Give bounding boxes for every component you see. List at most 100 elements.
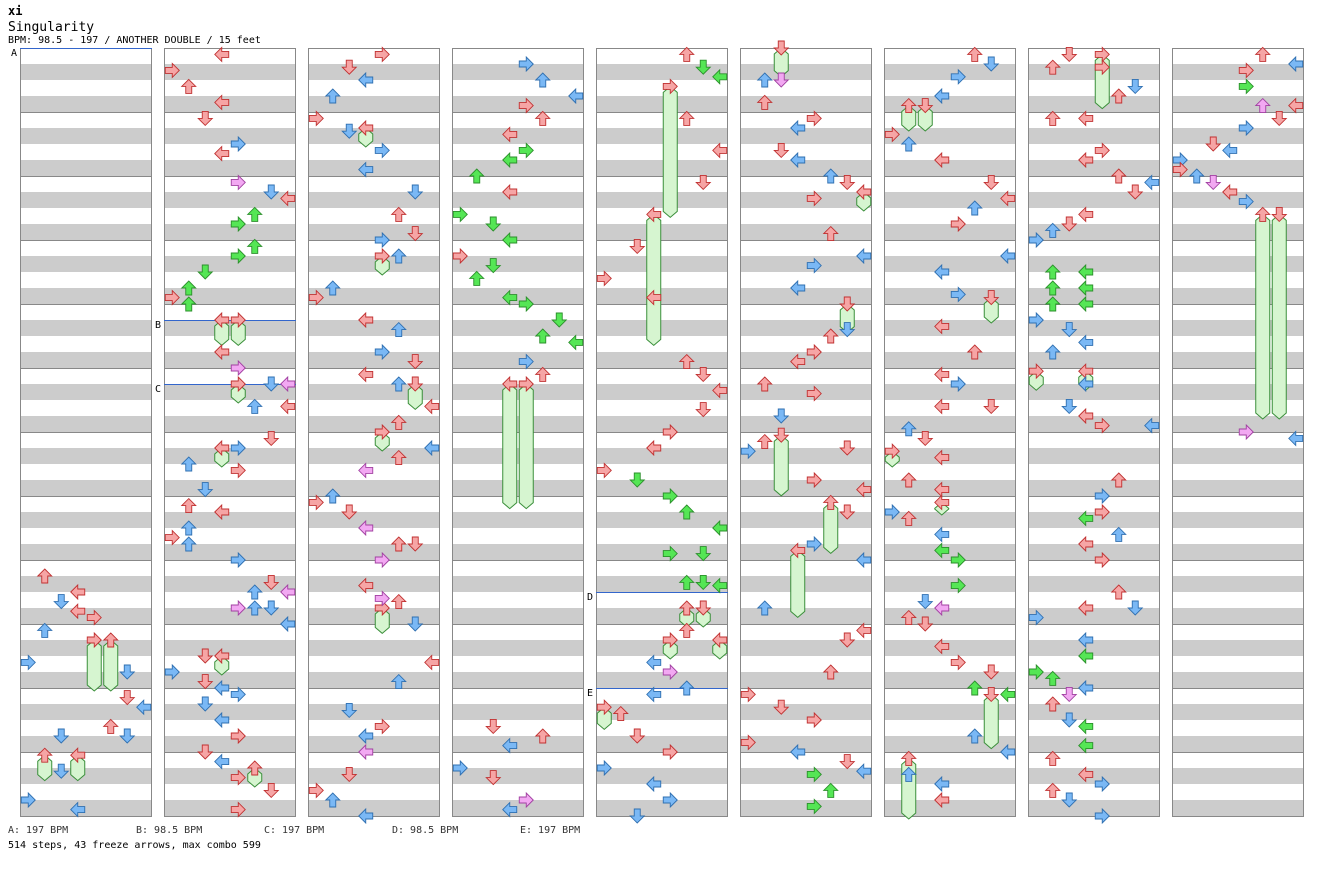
beat-band xyxy=(20,800,152,816)
step-arrow-quarter xyxy=(934,366,950,383)
step-arrow-quarter xyxy=(197,110,214,127)
step-arrow-eighth xyxy=(596,759,612,777)
beat-band xyxy=(164,672,296,688)
step-arrow-eighth xyxy=(119,664,136,680)
column-border xyxy=(164,48,296,817)
beat-band xyxy=(20,64,152,80)
step-arrow-eighth xyxy=(214,679,230,697)
step-arrow-quarter xyxy=(390,593,407,610)
column-border xyxy=(308,48,440,817)
step-arrow-quarter xyxy=(1127,184,1144,200)
step-arrow-eighth xyxy=(1000,247,1016,265)
beat-band xyxy=(164,96,296,112)
step-arrow-quarter xyxy=(950,654,966,671)
step-arrow-quarter xyxy=(70,583,86,601)
step-arrow-eighth xyxy=(53,594,70,610)
step-arrow-quarter xyxy=(1094,59,1110,76)
beat-band xyxy=(164,352,296,368)
step-arrow-sixteenth xyxy=(1078,295,1094,313)
beat-band xyxy=(1172,160,1304,176)
beat-band xyxy=(884,544,1016,560)
beat-band xyxy=(1172,96,1304,112)
beat-band xyxy=(20,512,152,528)
step-arrow-eighth xyxy=(1028,231,1044,249)
beat-band xyxy=(1028,672,1160,688)
step-arrow-quarter xyxy=(966,344,983,360)
beat-band xyxy=(20,704,152,720)
beat-band xyxy=(596,640,728,656)
step-arrow-eighth xyxy=(263,376,280,392)
beat-band xyxy=(596,480,728,496)
beat-band xyxy=(1172,448,1304,464)
step-arrow-quarter xyxy=(806,110,822,127)
step-arrow-sixteenth xyxy=(468,270,485,286)
beat-band xyxy=(20,576,152,592)
beat-band xyxy=(884,672,1016,688)
step-arrow-quarter xyxy=(839,504,856,520)
column-border xyxy=(740,48,872,817)
step-arrow-quarter xyxy=(934,791,950,809)
step-arrow-quarter xyxy=(1078,766,1094,783)
freeze-head-arrow xyxy=(374,423,390,441)
beat-band xyxy=(1172,224,1304,240)
step-arrow-other xyxy=(1061,686,1078,703)
beat-band xyxy=(1028,288,1160,304)
beat-band xyxy=(740,736,872,752)
step-arrow-other xyxy=(374,551,390,569)
step-arrow-sixteenth xyxy=(712,519,728,537)
beat-band xyxy=(884,512,1016,528)
beat-band xyxy=(452,288,584,304)
beat-band xyxy=(452,608,584,624)
step-arrow-quarter xyxy=(1288,97,1304,114)
step-arrow-sixteenth xyxy=(230,247,246,265)
freeze-head-arrow xyxy=(822,494,839,510)
step-arrow-sixteenth xyxy=(1078,737,1094,754)
step-arrow-eighth xyxy=(407,616,424,632)
beat-band xyxy=(884,224,1016,240)
beat-band xyxy=(20,128,152,144)
step-arrow-sixteenth xyxy=(180,280,197,296)
step-arrow-quarter xyxy=(280,190,296,207)
step-arrow-quarter xyxy=(695,402,712,418)
freeze-head-arrow xyxy=(662,631,678,649)
beat-band xyxy=(308,64,440,80)
step-arrow-sixteenth xyxy=(822,782,839,798)
step-arrow-quarter xyxy=(214,94,230,111)
beat-band xyxy=(740,256,872,272)
step-arrow-eighth xyxy=(773,408,790,424)
step-arrow-quarter xyxy=(712,142,728,159)
step-arrow-quarter xyxy=(424,654,440,671)
step-arrow-eighth xyxy=(214,753,230,770)
step-arrow-quarter xyxy=(806,190,822,207)
step-arrow-sixteenth xyxy=(1078,263,1094,281)
step-arrow-sixteenth xyxy=(518,142,534,159)
step-arrow-sixteenth xyxy=(1000,686,1016,703)
beat-band xyxy=(1172,64,1304,80)
freeze-arrow xyxy=(518,383,534,510)
step-arrow-quarter xyxy=(1078,599,1094,617)
step-arrow-eighth xyxy=(646,775,662,793)
step-arrow-eighth xyxy=(790,119,806,137)
beat-band xyxy=(20,288,152,304)
step-arrow-sixteenth xyxy=(1028,663,1044,681)
freeze-head-arrow xyxy=(214,439,230,457)
step-arrow-sixteenth xyxy=(1238,78,1254,95)
step-arrow-quarter xyxy=(773,699,790,715)
beat-band xyxy=(596,672,728,688)
bpm-change-letter: B xyxy=(155,320,161,331)
step-arrow-quarter xyxy=(1078,206,1094,223)
step-arrow-quarter xyxy=(822,328,839,344)
beat-band xyxy=(1028,416,1160,432)
beat-band xyxy=(20,192,152,208)
step-arrow-quarter xyxy=(629,728,646,744)
step-arrow-other xyxy=(773,72,790,88)
beat-band xyxy=(1172,800,1304,816)
step-arrow-other xyxy=(1238,423,1254,441)
step-arrow-sixteenth xyxy=(629,472,646,488)
beat-band xyxy=(308,96,440,112)
step-arrow-quarter xyxy=(884,126,900,143)
freeze-head-arrow xyxy=(712,631,728,649)
step-arrow-quarter xyxy=(966,46,983,62)
step-arrow-quarter xyxy=(1078,110,1094,127)
step-arrow-quarter xyxy=(502,183,518,201)
